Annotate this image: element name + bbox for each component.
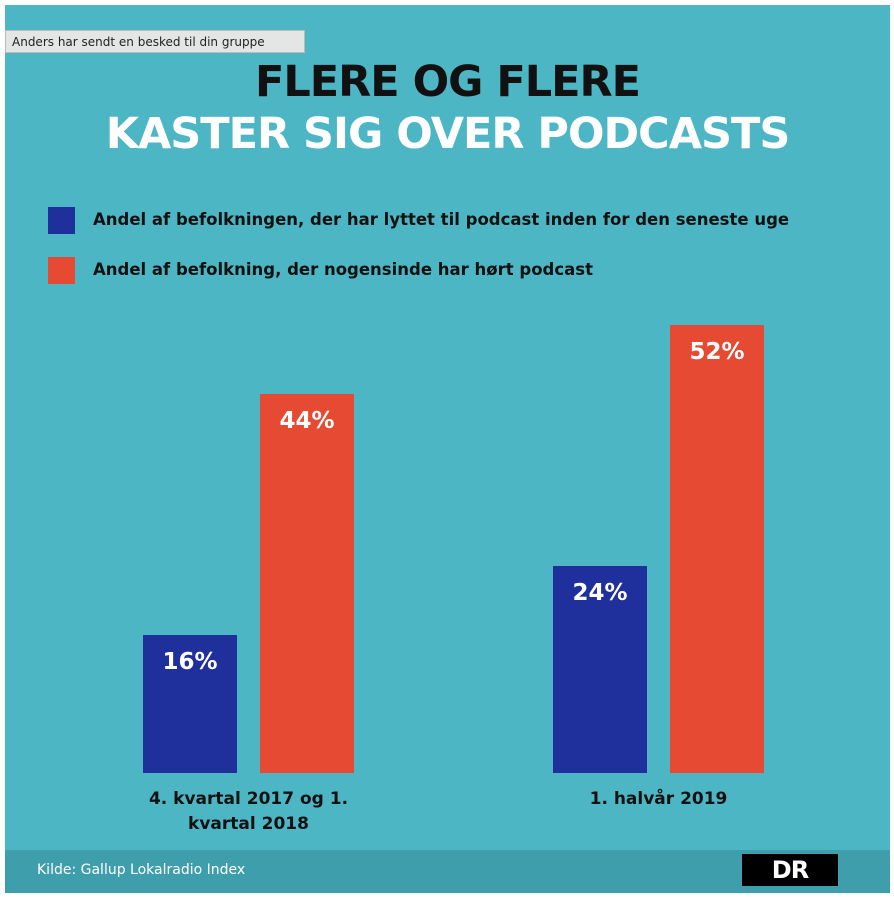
legend-swatch [48,257,75,284]
bar: 24% [553,566,647,773]
bar: 16% [143,635,237,773]
legend-swatch [48,207,75,234]
footer: Kilde: Gallup Lokalradio Index DR [5,850,890,893]
value-label: 44% [279,407,335,434]
x-tick-label: 4. kvartal 2017 og 1. kvartal 2018 [148,789,349,834]
source: Kilde: Gallup Lokalradio Index [37,862,246,878]
bar: 44% [260,393,354,773]
value-label: 24% [572,580,628,607]
legend-label: Andel af befolkning, der nogensinde har … [93,260,593,279]
chart-title: FLERE OG FLERE [254,57,641,107]
legend-label: Andel af befolkningen, der har lyttet ti… [93,210,790,229]
value-label: 52% [689,339,745,365]
logo: DR [742,854,838,886]
infographic: Anders har sendt en besked til din grupp… [5,5,890,893]
chart-subtitle: KASTER SIG OVER PODCASTS [105,109,791,159]
value-label: 16% [162,649,218,676]
x-tick-label: 1. halvår 2019 [589,789,728,809]
bar: 52% [670,325,764,773]
notification[interactable]: Anders har sendt en besked til din grupp… [5,30,305,53]
